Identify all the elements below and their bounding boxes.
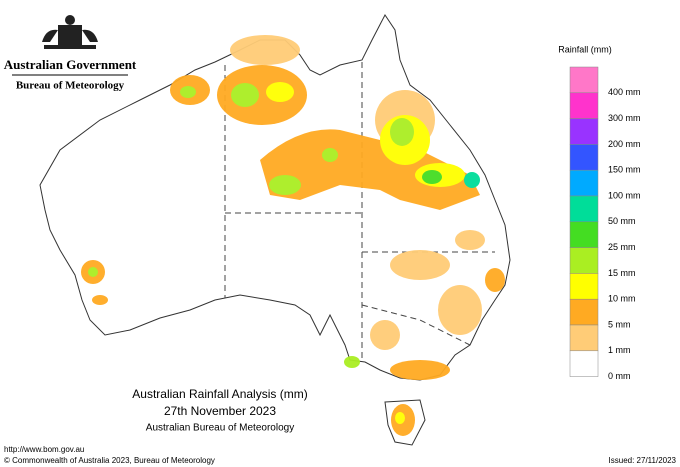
map-date: 27th November 2023 xyxy=(164,404,276,418)
legend-swatch xyxy=(569,273,599,300)
legend-swatch xyxy=(569,221,599,248)
legend-label: 10 mm xyxy=(608,294,636,304)
state-borders xyxy=(224,62,495,360)
legend-swatch xyxy=(569,298,599,326)
copyright: © Commonwealth of Australia 2023, Bureau… xyxy=(4,456,215,465)
legend-swatch xyxy=(569,247,599,274)
legend-label: 15 mm xyxy=(608,268,636,278)
legend-title: Rainfall (mm) xyxy=(558,44,612,54)
legend-swatch xyxy=(569,144,599,171)
legend-label: 100 mm xyxy=(608,190,641,200)
legend-label: 400 mm xyxy=(608,87,641,97)
legend-swatch xyxy=(569,118,599,145)
australia-map xyxy=(39,14,511,446)
legend-swatch xyxy=(569,92,599,119)
legend-label: 1 mm xyxy=(608,345,631,355)
url: http://www.bom.gov.au xyxy=(4,445,84,454)
legend-swatch xyxy=(569,169,599,197)
legend-label: 300 mm xyxy=(608,113,641,123)
legend-label: 200 mm xyxy=(608,139,641,149)
legend-label: 0 mm xyxy=(608,371,631,381)
rain-areas xyxy=(81,35,505,436)
legend-label: 150 mm xyxy=(608,165,641,175)
government-label: Australian Government xyxy=(4,57,137,72)
legend-label: 50 mm xyxy=(608,216,636,226)
legend-swatch xyxy=(569,195,599,223)
map-source: Australian Bureau of Meteorology xyxy=(146,423,294,434)
legend-swatch xyxy=(569,350,599,377)
bureau-label: Bureau of Meteorology xyxy=(16,80,125,92)
legend-swatch xyxy=(569,66,599,94)
legend-label: 25 mm xyxy=(608,242,636,252)
legend-swatch xyxy=(569,324,599,352)
legend-label: 5 mm xyxy=(608,319,631,329)
map-title: Australian Rainfall Analysis (mm) xyxy=(132,387,307,401)
crest xyxy=(42,15,98,49)
legend: 400 mm 300 mm 200 mm 150 mm 100 mm 50 mm 25 mm… xyxy=(569,66,641,381)
issued-date: Issued: 27/11/2023 xyxy=(609,456,677,465)
